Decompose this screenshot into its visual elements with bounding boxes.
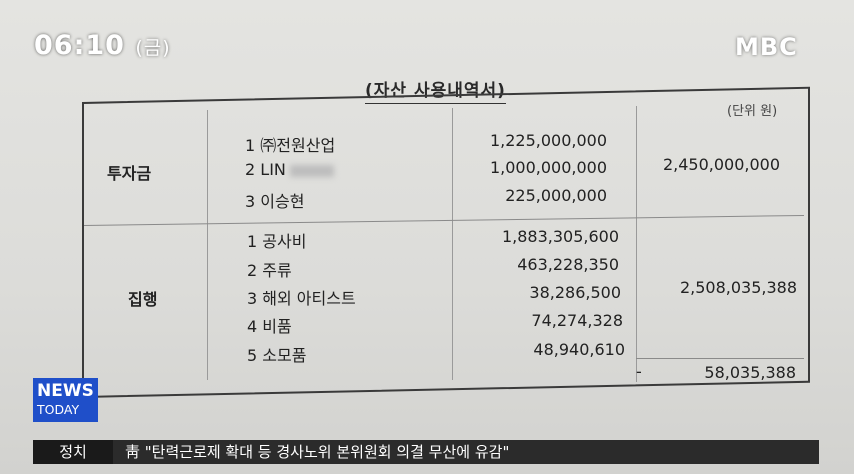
- badge-news: NEWS: [37, 381, 94, 401]
- asset-usage-table: [82, 86, 810, 398]
- row-divider: [636, 358, 804, 359]
- balance-amount: 58,035,388: [704, 363, 796, 382]
- balance-sign: -: [636, 362, 642, 381]
- clock-time: 06:10: [34, 30, 125, 61]
- badge-today: TODAY: [37, 402, 80, 417]
- news-ticker: 정치 靑 "탄력근로제 확대 등 경사노위 본위원회 의결 무산에 유감": [33, 440, 819, 464]
- redacted-blur: [289, 164, 334, 177]
- execution-row-5-amount: 48,940,610: [533, 340, 625, 359]
- execution-row-5-name: 5 소모품: [247, 346, 307, 365]
- investment-row-2-amount: 1,000,000,000: [489, 158, 607, 177]
- investment-row-1-name: 1 ㈜전원산업: [245, 136, 336, 155]
- execution-row-2-name: 2 주류: [247, 261, 292, 280]
- investment-row-1-amount: 1,225,000,000: [489, 131, 607, 150]
- column-divider: [636, 106, 637, 382]
- execution-row-2-amount: 463,228,350: [517, 255, 619, 274]
- news-today-badge: NEWS TODAY: [33, 378, 98, 422]
- investment-row-3-name: 3 이승현: [245, 192, 305, 211]
- execution-row-3-name: 3 해외 아티스트: [247, 289, 356, 308]
- investment-total: 2,450,000,000: [662, 155, 780, 174]
- investment-row-3-amount: 225,000,000: [505, 186, 607, 205]
- clock-day: (금): [135, 37, 171, 59]
- unit-label: (단위 원): [727, 104, 778, 119]
- execution-label: 집행: [128, 290, 158, 309]
- investment-label: 투자금: [107, 164, 152, 183]
- document-title: (자산 사용내역서): [365, 76, 506, 104]
- execution-row-4-name: 4 비품: [247, 317, 292, 336]
- broadcast-clock: 06:10 (금): [34, 30, 171, 61]
- mbc-logo: MBC: [735, 33, 798, 61]
- execution-row-1-name: 1 공사비: [247, 232, 307, 251]
- investment-row-2-name: 2 LIN: [245, 160, 334, 179]
- execution-total: 2,508,035,388: [679, 278, 797, 297]
- ticker-headline: 靑 "탄력근로제 확대 등 경사노위 본위원회 의결 무산에 유감": [125, 443, 510, 461]
- execution-row-4-amount: 74,274,328: [531, 311, 623, 330]
- execution-row-1-amount: 1,883,305,600: [501, 227, 619, 246]
- column-divider: [452, 108, 453, 380]
- ticker-category: 정치: [33, 440, 113, 464]
- execution-row-3-amount: 38,286,500: [529, 283, 621, 302]
- column-divider: [207, 110, 208, 380]
